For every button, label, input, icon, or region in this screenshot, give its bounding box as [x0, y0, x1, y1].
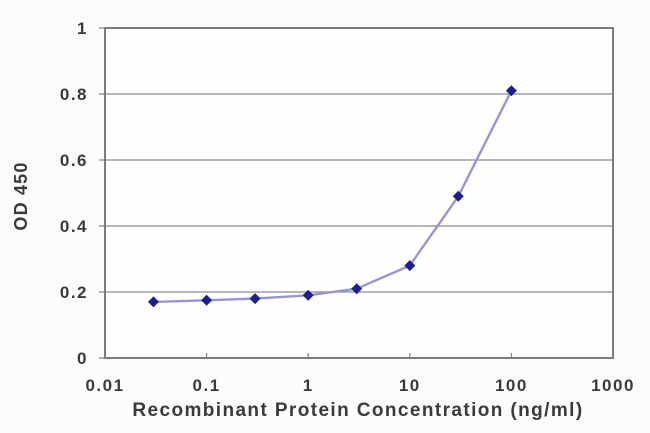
x-tick-label: 1 — [303, 376, 314, 395]
plot-background — [105, 28, 613, 358]
data-point-marker — [302, 289, 314, 301]
data-point-marker — [404, 260, 416, 272]
x-tick-label: 10 — [399, 376, 421, 395]
data-point-marker — [201, 294, 213, 306]
y-axis-title: OD 450 — [11, 161, 31, 231]
plot-frame — [104, 27, 614, 359]
data-point-marker — [249, 293, 261, 305]
data-point-marker — [505, 85, 517, 97]
x-tick-label: 1000 — [591, 376, 635, 395]
data-point-marker — [147, 296, 159, 308]
x-tick-label: 100 — [495, 376, 528, 395]
y-tick-label: 0.8 — [60, 85, 88, 104]
y-tick-label: 0 — [77, 349, 88, 368]
data-point-marker — [351, 283, 363, 295]
x-tick-label: 0.1 — [193, 376, 221, 395]
x-tick-label: 0.01 — [85, 376, 124, 395]
y-tick-label: 0.2 — [60, 283, 88, 302]
y-tick-label: 0.4 — [60, 217, 88, 236]
y-tick-label: 1 — [77, 19, 88, 38]
x-axis-title: Recombinant Protein Concentration (ng/ml… — [132, 400, 584, 421]
data-point-marker — [452, 190, 464, 202]
series-line — [152, 89, 513, 304]
y-tick-label: 0.6 — [60, 151, 88, 170]
